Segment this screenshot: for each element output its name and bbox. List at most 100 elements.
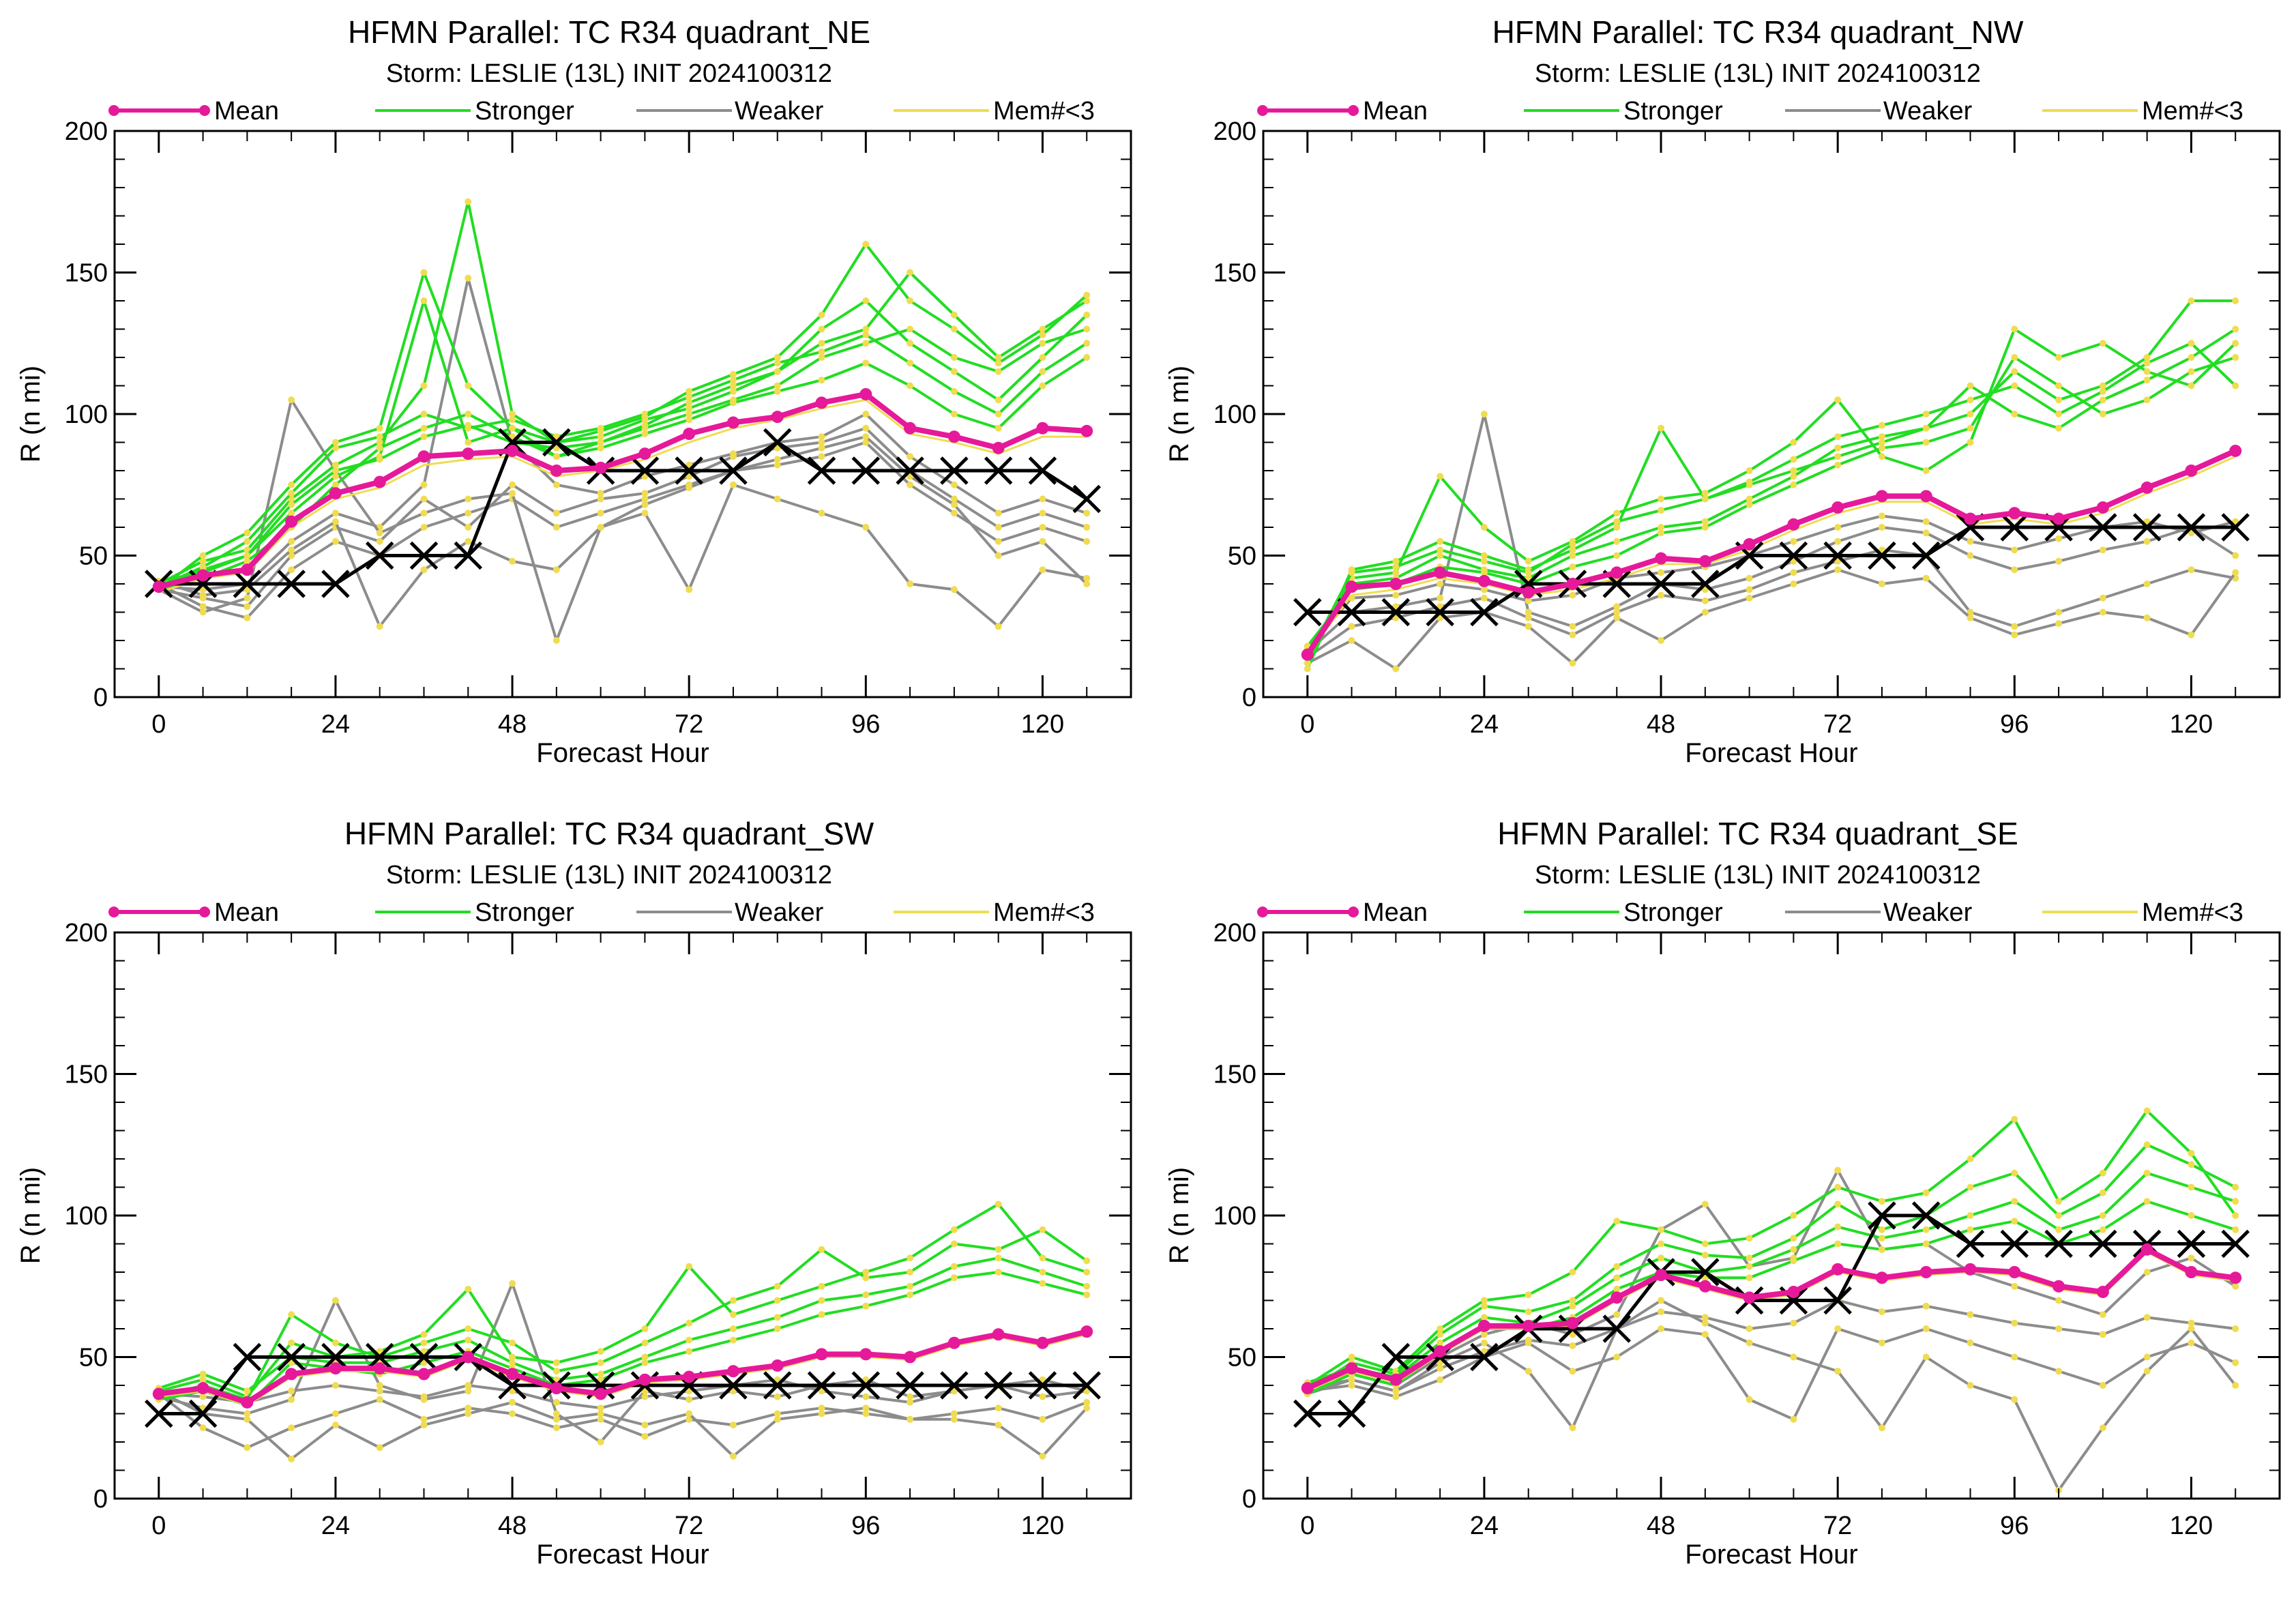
member-point [2143, 538, 2151, 545]
member-point [641, 1325, 649, 1332]
y-tick-label: 150 [65, 1061, 108, 1089]
member-point [907, 1269, 914, 1276]
legend-mean-marker [199, 907, 210, 917]
member-point [818, 1282, 825, 1290]
x-axis-label: Forecast Hour [536, 738, 709, 768]
member-point [862, 297, 870, 304]
member-point [641, 1422, 649, 1429]
member-point [2188, 1183, 2195, 1191]
member-point [2055, 1325, 2063, 1332]
member-point [2011, 1353, 2018, 1361]
member-point [553, 1424, 560, 1432]
member-point [1437, 1376, 1444, 1383]
y-tick-label: 100 [1213, 400, 1256, 429]
member-point [950, 368, 958, 375]
member-point [686, 394, 693, 401]
member-point [774, 1314, 781, 1321]
best-track-marker [409, 541, 439, 570]
member-point [1437, 546, 1444, 554]
member-point [2011, 382, 2018, 389]
member-point [729, 377, 737, 384]
member-point [862, 325, 870, 333]
member-point [2143, 580, 2151, 587]
member-point [774, 1282, 781, 1290]
stronger-member-line [1306, 342, 2237, 658]
member-point [1658, 507, 1665, 514]
member-point [2143, 359, 2151, 367]
member-point [1613, 603, 1621, 610]
mean-point [1036, 422, 1049, 435]
member-point [553, 453, 560, 460]
member-point [199, 608, 207, 616]
member-point [1392, 569, 1400, 576]
member-point [2099, 594, 2106, 602]
member-point [597, 427, 604, 435]
member-point [288, 546, 295, 554]
mean-point [1389, 1373, 1402, 1386]
mean-point [771, 411, 784, 424]
member-point [2099, 1311, 2106, 1319]
member-point [1834, 1166, 1842, 1174]
best-track-line [1307, 1213, 2236, 1415]
mean-point [417, 1368, 430, 1381]
member-point [509, 481, 516, 488]
weaker-member-line [1307, 1327, 2237, 1421]
member-point [1834, 461, 1842, 469]
member-point [907, 1415, 914, 1423]
member-point [2099, 411, 2106, 417]
best-track-marker [1647, 570, 1675, 598]
member-point [332, 444, 339, 452]
member-point [1392, 665, 1400, 673]
legend-weaker-label: Weaker [1883, 97, 1973, 126]
member-point [774, 387, 781, 395]
member-point [465, 274, 472, 282]
y-tick-label: 50 [79, 1344, 108, 1372]
member-point [2055, 411, 2063, 417]
stronger-member-line [158, 1256, 1087, 1393]
best-track-line [1307, 525, 2236, 614]
member-point [2055, 608, 2063, 616]
stronger-member-line [1307, 1171, 2236, 1384]
member-point [244, 538, 251, 545]
member-point [1392, 557, 1400, 565]
member-point [2188, 297, 2195, 304]
member-point [1790, 1246, 1797, 1253]
member-point [1834, 1368, 1842, 1375]
legend-few-label: Mem#<3 [2142, 898, 2243, 927]
weaker-member-line [1306, 568, 2237, 671]
member-point [420, 510, 428, 517]
member-point [1613, 552, 1621, 559]
member-point [2143, 1107, 2151, 1115]
member-point [1790, 439, 1797, 446]
stronger-member-line [158, 333, 1088, 588]
mean-point [1522, 1319, 1535, 1332]
member-point [1613, 1274, 1621, 1282]
y-tick-label: 0 [93, 683, 108, 712]
best-track-marker [409, 1342, 439, 1372]
member-point [332, 467, 339, 474]
member-point [774, 461, 781, 469]
mean-point [638, 1373, 651, 1386]
best-track-marker [542, 428, 571, 457]
member-point [1967, 1183, 1974, 1191]
member-point [1701, 524, 1709, 531]
member-point [199, 552, 207, 559]
member-point [2188, 1254, 2195, 1262]
chart-legend: Mean Stronger Weaker Mem#<3 [1257, 898, 2243, 927]
best-track-marker [719, 456, 748, 485]
member-point [509, 416, 516, 424]
stronger-member-line [158, 356, 1088, 591]
member-point [950, 481, 958, 488]
member-point [2099, 1226, 2106, 1233]
member-point [2011, 1218, 2018, 1225]
member-point [1922, 1302, 1930, 1310]
member-point [686, 1410, 693, 1417]
member-point [1701, 518, 1709, 525]
member-point [818, 444, 825, 452]
best-track-marker [2221, 1229, 2250, 1258]
member-point [1878, 1424, 1885, 1432]
member-point [553, 566, 560, 574]
member-point [2055, 382, 2063, 389]
mean-line [1305, 448, 2237, 656]
plot-area [1293, 1107, 2250, 1494]
